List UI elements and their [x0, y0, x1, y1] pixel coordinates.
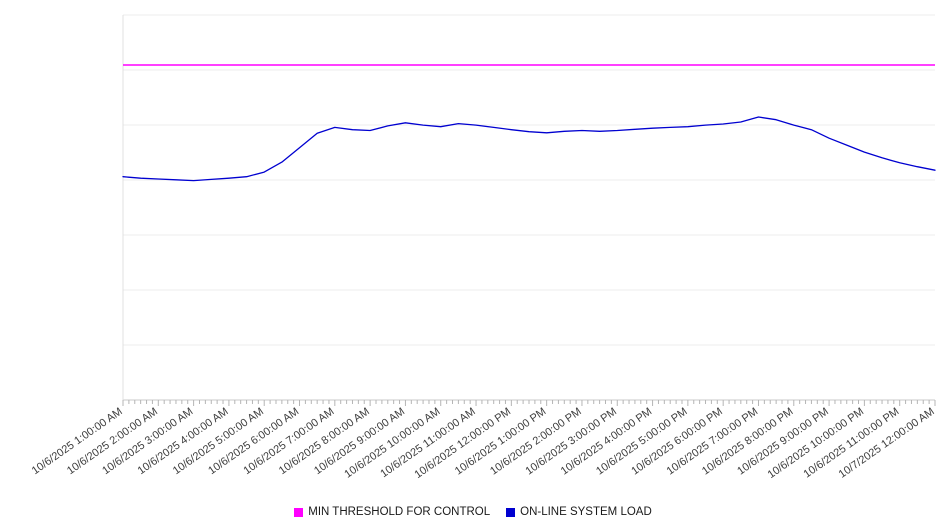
legend-item-system-load[interactable]: ON-LINE SYSTEM LOAD: [506, 505, 652, 519]
legend-label-system-load: ON-LINE SYSTEM LOAD: [520, 505, 652, 518]
legend-swatch-min-threshold: [294, 507, 304, 517]
chart-legend: MIN THRESHOLD FOR CONTROL ON-LINE SYSTEM…: [0, 505, 946, 519]
x-axis-ticks: [122, 400, 936, 406]
system-load-line: [122, 116, 936, 182]
y-gridlines: [123, 14, 935, 401]
legend-swatch-system-load: [506, 507, 516, 517]
legend-item-min-threshold[interactable]: MIN THRESHOLD FOR CONTROL: [294, 505, 491, 519]
legend-label-min-threshold: MIN THRESHOLD FOR CONTROL: [308, 505, 491, 518]
